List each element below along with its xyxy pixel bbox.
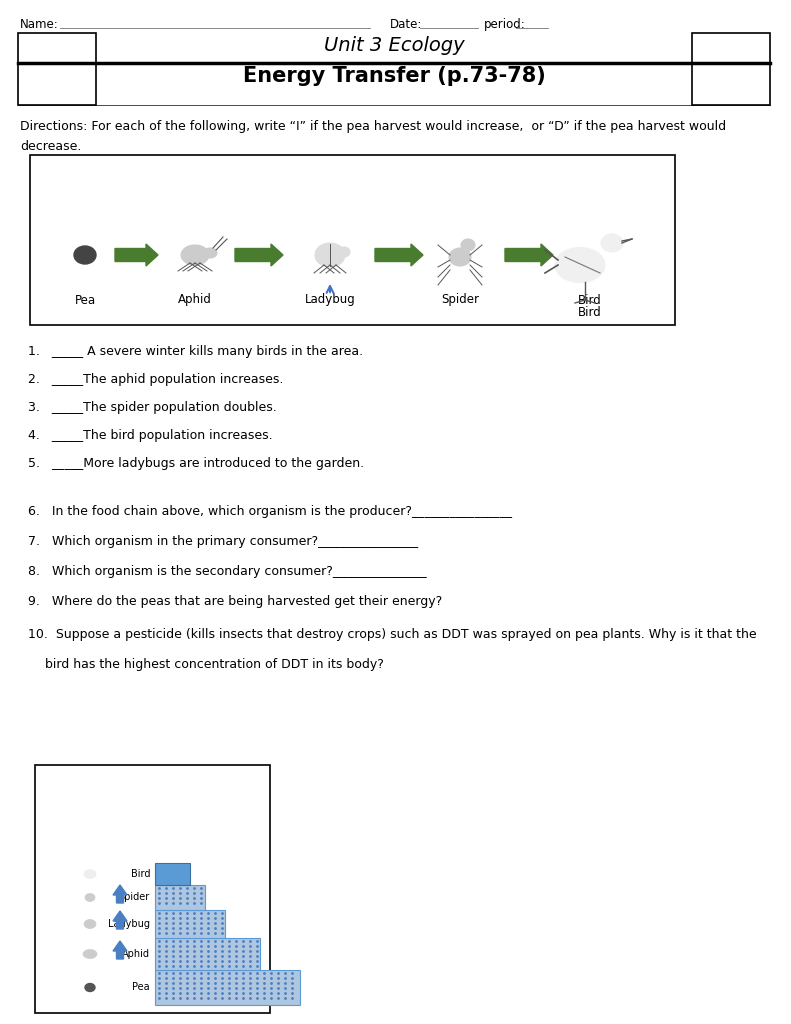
Text: Ladybug: Ladybug [108, 919, 150, 929]
Text: 5.   _____More ladybugs are introduced to the garden.: 5. _____More ladybugs are introduced to … [28, 457, 364, 470]
Bar [30, 155, 675, 325]
Text: Spider: Spider [119, 893, 150, 902]
Text: 8.   Which organism is the secondary consumer?_______________: 8. Which organism is the secondary consu… [28, 565, 426, 578]
Text: 9.   Where do the peas that are being harvested get their energy?: 9. Where do the peas that are being harv… [28, 595, 442, 608]
Ellipse shape [338, 247, 350, 257]
Ellipse shape [84, 920, 96, 929]
Ellipse shape [601, 234, 623, 252]
Bar [35, 765, 270, 1013]
Text: 4.   _____The bird population increases.: 4. _____The bird population increases. [28, 429, 273, 442]
Text: 3.   _____The spider population doubles.: 3. _____The spider population doubles. [28, 401, 277, 414]
Bar [155, 938, 260, 970]
Bar [155, 910, 225, 938]
Ellipse shape [83, 949, 97, 958]
Ellipse shape [84, 869, 96, 879]
Ellipse shape [203, 248, 217, 258]
Ellipse shape [74, 246, 96, 264]
Text: Unit 3 Ecology: Unit 3 Ecology [324, 36, 464, 55]
Text: Bird: Bird [578, 294, 602, 306]
Ellipse shape [315, 243, 345, 267]
Bar [155, 863, 190, 885]
Bar [18, 33, 96, 105]
Bar [155, 970, 300, 1005]
Text: Name:: Name: [20, 18, 59, 31]
Text: Spider: Spider [441, 294, 479, 306]
Ellipse shape [555, 248, 605, 283]
Ellipse shape [85, 983, 95, 991]
FancyArrow shape [113, 941, 127, 959]
FancyArrow shape [113, 911, 127, 929]
Text: Ladybug: Ladybug [305, 294, 355, 306]
FancyArrow shape [375, 244, 423, 266]
Text: bird has the highest concentration of DDT in its body?: bird has the highest concentration of DD… [45, 658, 384, 671]
FancyArrow shape [235, 244, 283, 266]
Text: 7.   Which organism in the primary consumer?________________: 7. Which organism in the primary consume… [28, 535, 418, 548]
Bar [155, 885, 205, 910]
Text: Date:: Date: [390, 18, 422, 31]
Text: Pea: Pea [74, 294, 96, 306]
Text: Pea: Pea [132, 982, 150, 992]
Ellipse shape [85, 894, 95, 901]
FancyArrow shape [505, 244, 553, 266]
FancyArrow shape [113, 885, 127, 903]
Text: 6.   In the food chain above, which organism is the producer?________________: 6. In the food chain above, which organi… [28, 505, 512, 518]
Ellipse shape [181, 245, 209, 265]
Text: period:: period: [484, 18, 526, 31]
Text: Aphid: Aphid [122, 949, 150, 959]
Text: Bird: Bird [131, 869, 150, 879]
Ellipse shape [449, 248, 471, 266]
Text: 2.   _____The aphid population increases.: 2. _____The aphid population increases. [28, 373, 283, 386]
Bar [692, 33, 770, 105]
FancyArrow shape [115, 244, 158, 266]
Ellipse shape [461, 239, 475, 251]
Text: Bird: Bird [578, 305, 602, 318]
Text: Energy Transfer (p.73-78): Energy Transfer (p.73-78) [243, 66, 545, 86]
Text: Aphid: Aphid [178, 294, 212, 306]
Text: Directions: For each of the following, write “I” if the pea harvest would increa: Directions: For each of the following, w… [20, 120, 726, 153]
Text: 1.   _____ A severe winter kills many birds in the area.: 1. _____ A severe winter kills many bird… [28, 345, 363, 358]
Text: 10.  Suppose a pesticide (kills insects that destroy crops) such as DDT was spra: 10. Suppose a pesticide (kills insects t… [28, 628, 757, 641]
